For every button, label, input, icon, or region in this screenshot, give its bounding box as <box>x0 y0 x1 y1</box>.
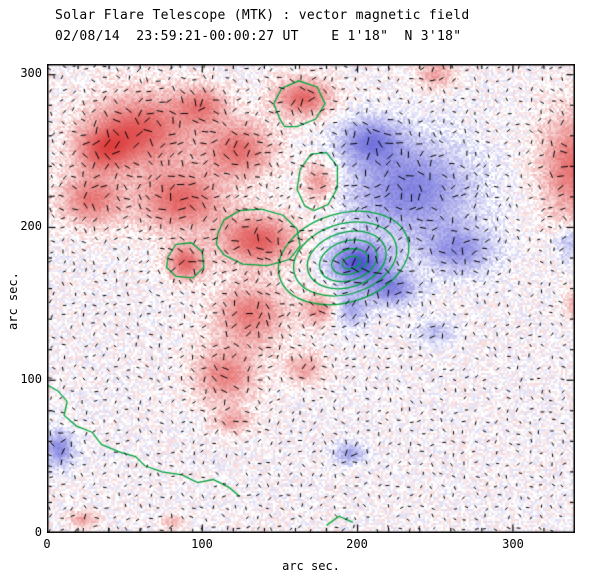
plot-canvas <box>47 64 575 533</box>
plot-subtitle: 02/08/14 23:59:21-00:00:27 UT E 1'18" N … <box>55 29 462 44</box>
y-axis-label: arc sec. <box>6 272 20 330</box>
x-tick-label-0: 0 <box>43 537 51 551</box>
y-tick-label-0: 0 <box>34 525 42 539</box>
x-tick-label-100: 100 <box>191 537 213 551</box>
x-tick-label-200: 200 <box>346 537 368 551</box>
x-axis-label: arc sec. <box>282 559 340 573</box>
plot-title: Solar Flare Telescope (MTK) : vector mag… <box>55 8 470 23</box>
y-tick-label-100: 100 <box>20 372 42 386</box>
y-tick-label-200: 200 <box>20 219 42 233</box>
x-tick-label-300: 300 <box>502 537 524 551</box>
y-tick-label-300: 300 <box>20 66 42 80</box>
